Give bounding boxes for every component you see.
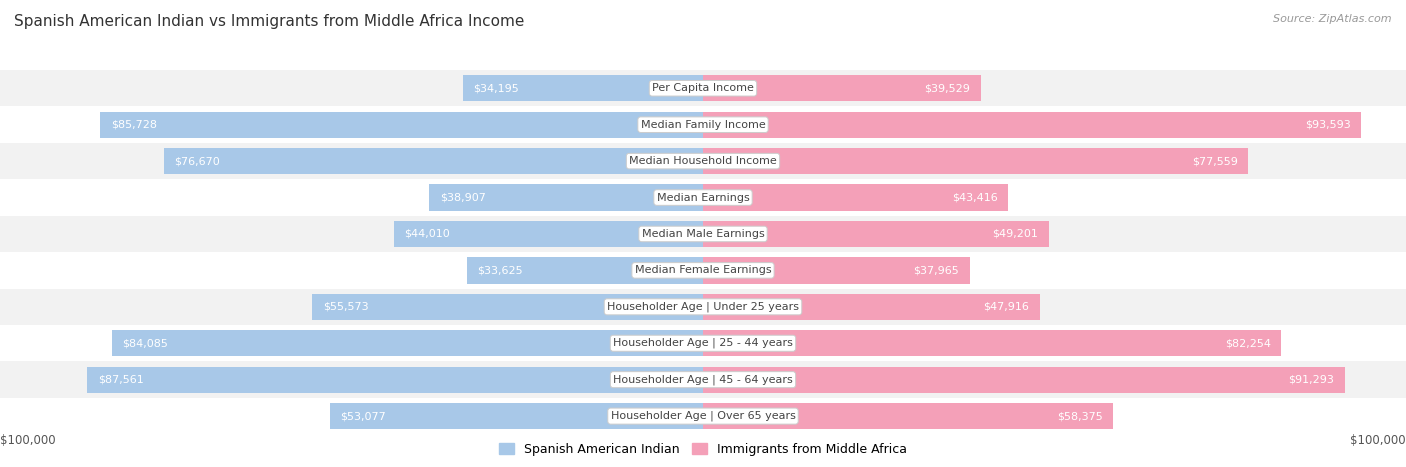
Text: $87,561: $87,561 — [98, 375, 143, 385]
Bar — [0, 398, 1406, 434]
Bar — [165, 148, 703, 174]
Text: Per Capita Income: Per Capita Income — [652, 83, 754, 93]
Text: $100,000: $100,000 — [0, 434, 56, 447]
Text: $37,965: $37,965 — [914, 265, 959, 276]
Bar — [703, 403, 1114, 429]
Bar — [703, 221, 1049, 247]
Text: $85,728: $85,728 — [111, 120, 157, 130]
Bar — [0, 325, 1406, 361]
Text: $55,573: $55,573 — [323, 302, 368, 312]
Text: Householder Age | 45 - 64 years: Householder Age | 45 - 64 years — [613, 375, 793, 385]
Bar — [0, 361, 1406, 398]
Bar — [0, 106, 1406, 143]
Text: Median Male Earnings: Median Male Earnings — [641, 229, 765, 239]
Bar — [703, 294, 1040, 320]
Text: Householder Age | 25 - 44 years: Householder Age | 25 - 44 years — [613, 338, 793, 348]
Text: $34,195: $34,195 — [474, 83, 519, 93]
Bar — [330, 403, 703, 429]
Text: Median Family Income: Median Family Income — [641, 120, 765, 130]
Bar — [100, 112, 703, 138]
Bar — [0, 252, 1406, 289]
Text: $91,293: $91,293 — [1288, 375, 1334, 385]
Text: $39,529: $39,529 — [925, 83, 970, 93]
Text: $100,000: $100,000 — [1350, 434, 1406, 447]
Text: $47,916: $47,916 — [983, 302, 1029, 312]
Text: Source: ZipAtlas.com: Source: ZipAtlas.com — [1274, 14, 1392, 24]
Text: $77,559: $77,559 — [1192, 156, 1237, 166]
Bar — [0, 70, 1406, 106]
Bar — [703, 367, 1344, 393]
Bar — [0, 179, 1406, 216]
Bar — [112, 330, 703, 356]
Text: Householder Age | Under 25 years: Householder Age | Under 25 years — [607, 302, 799, 312]
Text: $53,077: $53,077 — [340, 411, 387, 421]
Bar — [0, 289, 1406, 325]
Bar — [463, 75, 703, 101]
Text: $43,416: $43,416 — [952, 192, 998, 203]
Text: $49,201: $49,201 — [993, 229, 1039, 239]
Bar — [87, 367, 703, 393]
Bar — [703, 75, 981, 101]
Bar — [703, 184, 1008, 211]
Bar — [394, 221, 703, 247]
Text: $84,085: $84,085 — [122, 338, 169, 348]
Text: $82,254: $82,254 — [1225, 338, 1271, 348]
Text: $76,670: $76,670 — [174, 156, 221, 166]
Bar — [0, 143, 1406, 179]
Bar — [0, 216, 1406, 252]
Bar — [703, 330, 1281, 356]
Text: $33,625: $33,625 — [477, 265, 523, 276]
Text: Spanish American Indian vs Immigrants from Middle Africa Income: Spanish American Indian vs Immigrants fr… — [14, 14, 524, 29]
Bar — [429, 184, 703, 211]
Text: $58,375: $58,375 — [1057, 411, 1102, 421]
Text: Householder Age | Over 65 years: Householder Age | Over 65 years — [610, 411, 796, 421]
Text: Median Female Earnings: Median Female Earnings — [634, 265, 772, 276]
Bar — [703, 112, 1361, 138]
Bar — [312, 294, 703, 320]
Text: Median Earnings: Median Earnings — [657, 192, 749, 203]
Bar — [703, 257, 970, 283]
Text: Median Household Income: Median Household Income — [628, 156, 778, 166]
Text: $44,010: $44,010 — [404, 229, 450, 239]
Legend: Spanish American Indian, Immigrants from Middle Africa: Spanish American Indian, Immigrants from… — [494, 438, 912, 461]
Text: $38,907: $38,907 — [440, 192, 486, 203]
Bar — [703, 148, 1249, 174]
Bar — [467, 257, 703, 283]
Text: $93,593: $93,593 — [1305, 120, 1350, 130]
